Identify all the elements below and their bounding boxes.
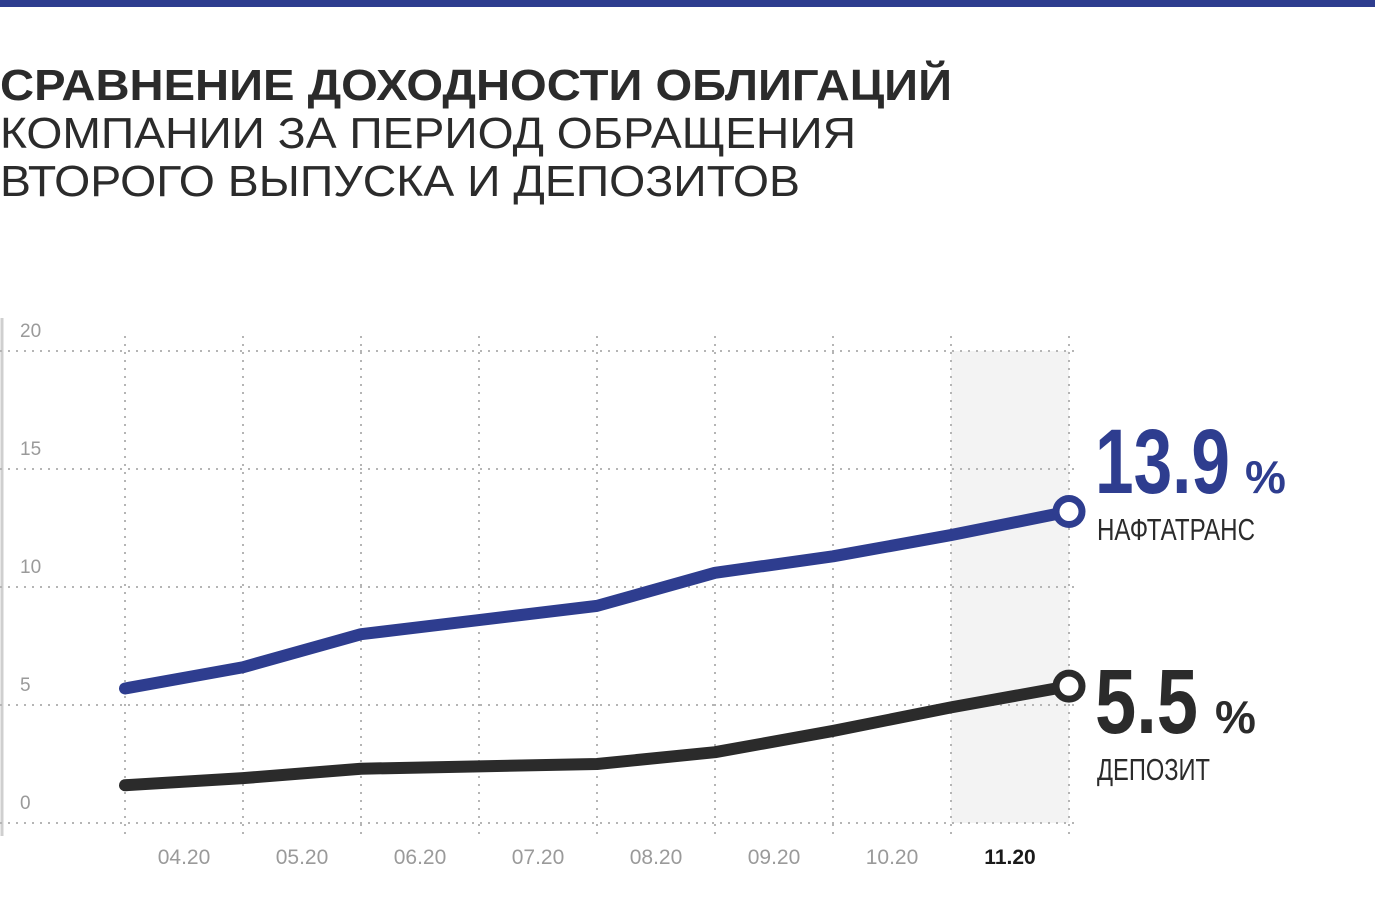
x-tick-label: 08.20 <box>630 846 683 869</box>
top-bar <box>0 0 1375 7</box>
end-marker <box>1052 669 1086 703</box>
chart-subtitle: КОМПАНИИ ЗА ПЕРИОД ОБРАЩЕНИЯ <box>0 109 856 158</box>
y-tick-label: 0 <box>20 793 31 814</box>
x-tick-label: 09.20 <box>748 846 801 869</box>
legend-label: ДЕПОЗИТ <box>1097 752 1210 787</box>
value-unit: % <box>1215 691 1256 743</box>
x-tick-label: 04.20 <box>158 846 211 869</box>
y-tick-label: 10 <box>20 557 41 578</box>
x-tick-label: 06.20 <box>394 846 447 869</box>
y-tick-label: 20 <box>20 321 41 342</box>
x-tick-label: 11.20 <box>984 846 1035 869</box>
x-tick-label: 10.20 <box>866 846 919 869</box>
series-line <box>119 505 1075 695</box>
chart-title: СРАВНЕНИЕ ДОХОДНОСТИ ОБЛИГАЦИЙ <box>0 59 952 110</box>
value-unit: % <box>1245 451 1286 503</box>
x-tick-label: 07.20 <box>512 846 565 869</box>
series-line <box>119 680 1075 792</box>
y-tick-label: 15 <box>20 439 41 460</box>
end-marker <box>1052 494 1086 528</box>
value-callout: 13.9 <box>1095 411 1230 513</box>
chart-subtitle: ВТОРОГО ВЫПУСКА И ДЕПОЗИТОВ <box>0 157 800 206</box>
x-tick-label: 05.20 <box>276 846 329 869</box>
value-callout: 5.5 <box>1095 651 1198 753</box>
legend-label: НАФТАТРАНС <box>1097 512 1255 547</box>
y-tick-label: 5 <box>20 675 31 696</box>
